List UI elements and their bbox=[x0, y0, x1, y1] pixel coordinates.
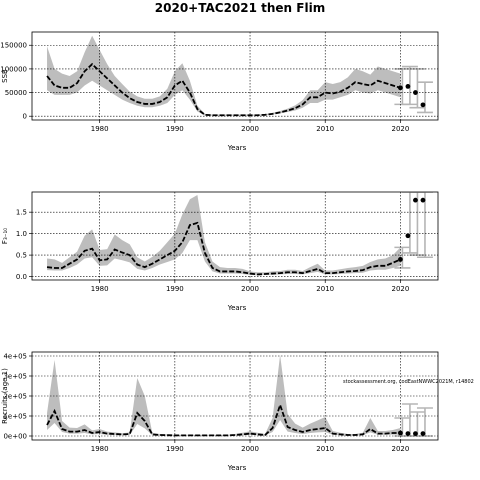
fishing-mortality-y-axis-label: F₃₋₁₀ bbox=[1, 228, 9, 244]
ssb-projection-point-2020 bbox=[398, 85, 403, 91]
ssb-y-tick-label: 150000 bbox=[0, 42, 27, 50]
ssb-projection-interval-2023 bbox=[416, 81, 433, 114]
recruitment-projection-point-2022 bbox=[413, 431, 418, 436]
recruitment-x-tick-label: 2020 bbox=[391, 445, 409, 453]
recruitment-y-tick-label: 4e+05 bbox=[3, 353, 27, 361]
recruitment-y-axis-label: Recruits (age 1) bbox=[1, 368, 9, 424]
fishing-mortality-projection-point-2023 bbox=[420, 197, 426, 203]
fishing-mortality-y-tick-label: 0.0 bbox=[16, 273, 27, 281]
ssb-projection-interval-2022 bbox=[409, 68, 426, 109]
fishing-mortality-x-tick-label: 2010 bbox=[316, 285, 334, 293]
recruitment-y-tick-label: 2e+05 bbox=[3, 393, 27, 401]
ssb-grid bbox=[32, 32, 438, 120]
credit-note: stockassessment.org, codEastNWWC2021M, r… bbox=[343, 379, 474, 385]
ssb-x-tick-label: 1980 bbox=[91, 125, 109, 133]
fishing-mortality-axes-frame bbox=[31, 191, 439, 281]
recruitment-y-tick-label: 0e+00 bbox=[3, 433, 27, 441]
fishing-mortality-confidence-band bbox=[47, 195, 401, 276]
fishing-mortality-x-axis-label: Years bbox=[227, 304, 247, 312]
fishing-mortality-y-tick-label: 0.5 bbox=[16, 252, 27, 260]
recruitment-projection-interval-2021 bbox=[401, 403, 418, 437]
ssb-x-tick-label: 2020 bbox=[391, 125, 409, 133]
fishing-mortality-projection-interval-2023 bbox=[416, 192, 433, 259]
ssb-panel: 1980 1990 2000 2010 2020 0 50000 100000 150000 Ye… bbox=[0, 31, 439, 152]
fishing-mortality-panel: 1980 1990 2000 2010 2020 0.0 0.5 1.0 1.5 Years F₃₋… bbox=[1, 191, 439, 312]
ssb-estimate-line bbox=[46, 62, 401, 117]
ssb-projection-point-2022 bbox=[413, 90, 418, 95]
fishing-mortality-x-tick-label: 2020 bbox=[391, 285, 409, 293]
recruitment-estimate-line bbox=[46, 402, 401, 437]
fishing-mortality-projection-interval-2021 bbox=[401, 192, 418, 254]
ssb-y-axis-label: SSB bbox=[1, 69, 9, 83]
recruitment-projection-point-2020 bbox=[398, 430, 403, 436]
fishing-mortality-y-tick-label: 1.0 bbox=[16, 230, 27, 238]
recruitment-y-tick-label: 3e+05 bbox=[3, 373, 27, 381]
fishing-mortality-projection-point-2022 bbox=[413, 197, 418, 203]
recruitment-grid bbox=[32, 352, 438, 440]
ssb-x-tick-label: 2010 bbox=[316, 125, 334, 133]
recruitment-x-axis-label: Years bbox=[227, 464, 247, 472]
fishing-mortality-x-tick-label: 1990 bbox=[166, 285, 184, 293]
fishing-mortality-y-tick-label: 1.5 bbox=[16, 209, 27, 217]
fishing-mortality-grid bbox=[32, 192, 438, 280]
ssb-y-tick-label: 100000 bbox=[0, 65, 27, 73]
recruitment-y-tick-label: 1e+05 bbox=[3, 413, 27, 421]
fishing-mortality-projection-point-2020 bbox=[398, 256, 403, 262]
recruitment-panel: 1980 1990 2000 2010 2020 0e+00 1e+05 2e+05 3e+05… bbox=[1, 351, 439, 472]
recruitment-projection-point-2023 bbox=[420, 431, 426, 436]
ssb-projection-point-2023 bbox=[420, 102, 426, 108]
recruitment-x-tick-label: 2000 bbox=[241, 445, 259, 453]
ssb-x-axis-label: Years bbox=[227, 144, 247, 152]
ssb-projection-point-2021 bbox=[405, 84, 411, 89]
fishing-mortality-projection-interval-2020 bbox=[394, 246, 411, 269]
fishing-mortality-x-tick-label: 1980 bbox=[91, 285, 109, 293]
ssb-x-tick-label: 2000 bbox=[241, 125, 259, 133]
fishing-mortality-projection-point-2021 bbox=[405, 233, 411, 239]
recruitment-projection-point-2021 bbox=[405, 431, 411, 436]
ssb-confidence-band bbox=[47, 35, 401, 116]
recruitment-x-tick-label: 1990 bbox=[166, 445, 184, 453]
ssb-axes-frame bbox=[31, 31, 439, 121]
fishing-mortality-x-tick-label: 2000 bbox=[241, 285, 259, 293]
recruitment-confidence-band bbox=[47, 355, 401, 436]
recruitment-x-tick-label: 1980 bbox=[91, 445, 109, 453]
ssb-y-tick-label: 0 bbox=[23, 113, 27, 121]
ssb-y-tick-label: 50000 bbox=[5, 89, 27, 97]
ssb-x-tick-label: 1990 bbox=[166, 125, 184, 133]
figure-title: 2020+TAC2021 then Flim bbox=[155, 1, 325, 15]
fishing-mortality-estimate-line bbox=[46, 221, 401, 276]
recruitment-x-tick-label: 2010 bbox=[316, 445, 334, 453]
